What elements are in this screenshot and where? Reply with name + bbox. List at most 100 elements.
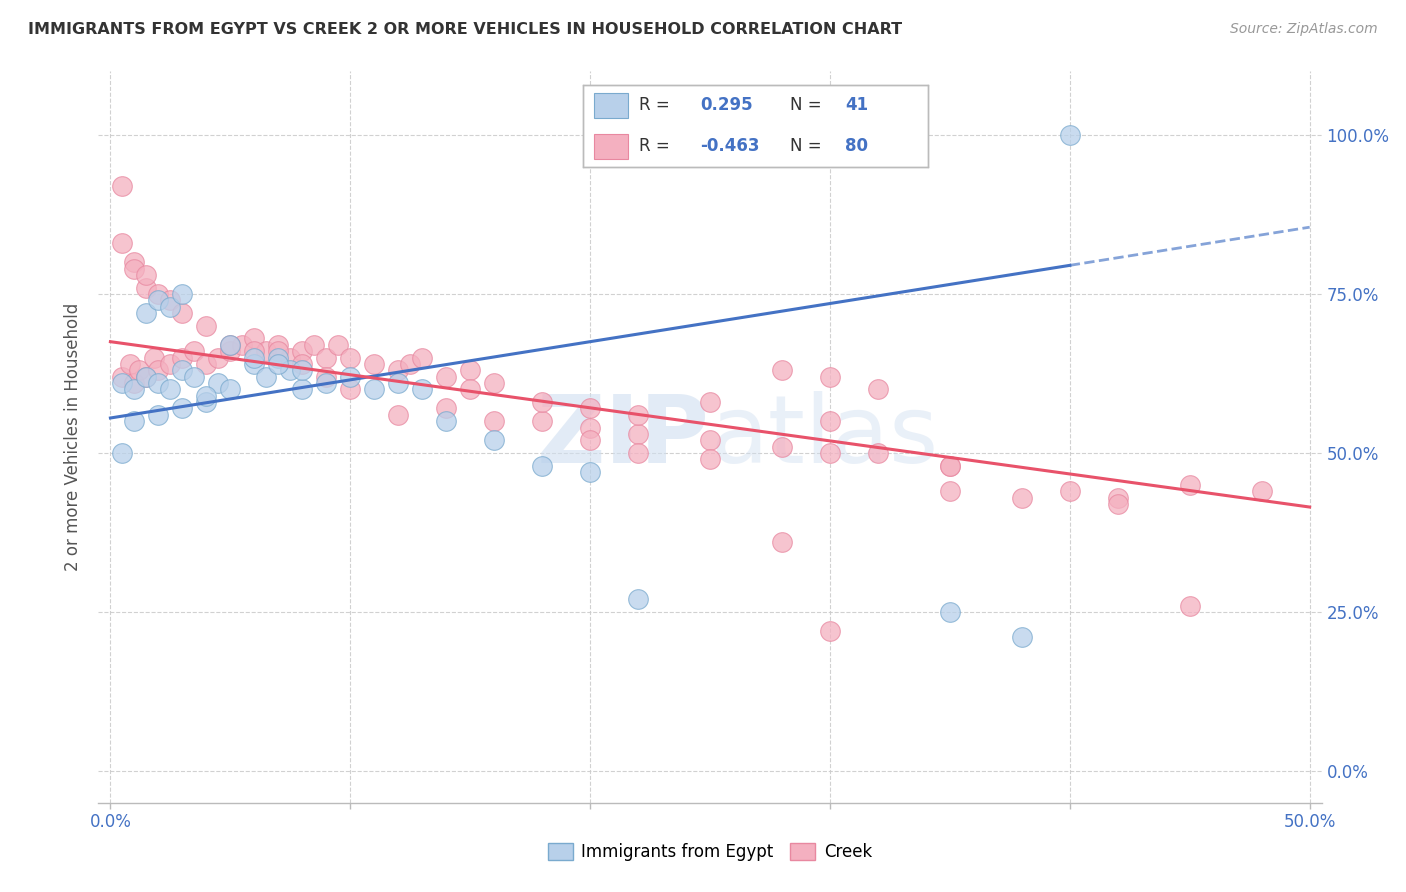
Point [111, 369, 134, 384]
Point [770, 440, 793, 454]
Point [159, 357, 181, 371]
Text: 80: 80 [845, 137, 869, 155]
Point [770, 535, 793, 549]
Text: atlas: atlas [710, 391, 938, 483]
Text: IMMIGRANTS FROM EGYPT VS CREEK 2 OR MORE VEHICLES IN HOUSEHOLD CORRELATION CHART: IMMIGRANTS FROM EGYPT VS CREEK 2 OR MORE… [28, 22, 903, 37]
Bar [593, 134, 628, 159]
Text: ZIP: ZIP [537, 391, 710, 483]
Point [627, 446, 650, 460]
Point [411, 383, 433, 397]
Point [267, 344, 290, 359]
Point [159, 300, 181, 314]
Point [1250, 484, 1272, 499]
Y-axis label: 2 or more Vehicles in Household: 2 or more Vehicles in Household [65, 303, 83, 571]
Point [124, 414, 146, 428]
Point [1059, 484, 1081, 499]
Point [111, 446, 134, 460]
Point [818, 414, 841, 428]
Point [315, 351, 337, 365]
Point [818, 369, 841, 384]
Point [135, 280, 157, 294]
Point [387, 408, 409, 422]
Point [1178, 477, 1201, 491]
Point [866, 446, 889, 460]
Point [135, 369, 157, 384]
Point [699, 452, 721, 467]
Point [531, 458, 554, 473]
Point [579, 420, 602, 434]
Point [939, 605, 962, 619]
Point [387, 363, 409, 377]
Point [148, 293, 170, 308]
Text: R =: R = [638, 96, 669, 114]
Point [482, 376, 505, 390]
Point [111, 376, 134, 390]
Point [411, 351, 433, 365]
Text: 41: 41 [845, 96, 869, 114]
Point [135, 268, 157, 282]
Point [159, 383, 181, 397]
Point [291, 344, 314, 359]
Point [172, 401, 194, 416]
Point [339, 369, 361, 384]
Point [183, 344, 205, 359]
Point [267, 351, 290, 365]
Point [627, 592, 650, 607]
Point [291, 363, 314, 377]
Point [207, 351, 229, 365]
Point [363, 357, 385, 371]
Text: -0.463: -0.463 [700, 137, 761, 155]
Point [111, 178, 134, 193]
Point [172, 363, 194, 377]
Point [172, 287, 194, 301]
Point [627, 426, 650, 441]
Point [267, 338, 290, 352]
Point [339, 351, 361, 365]
Point [172, 351, 194, 365]
Point [219, 338, 242, 352]
Point [148, 408, 170, 422]
Point [770, 363, 793, 377]
Point [699, 434, 721, 448]
Point [243, 357, 266, 371]
Point [434, 414, 457, 428]
Point [939, 458, 962, 473]
Point [579, 434, 602, 448]
Point [818, 446, 841, 460]
Point [315, 369, 337, 384]
Text: R =: R = [638, 137, 669, 155]
Text: 0.295: 0.295 [700, 96, 754, 114]
Point [124, 261, 146, 276]
Point [219, 344, 242, 359]
Point [328, 338, 350, 352]
Point [159, 293, 181, 308]
Point [434, 401, 457, 416]
Point [135, 306, 157, 320]
Point [278, 351, 301, 365]
Point [148, 376, 170, 390]
Point [135, 369, 157, 384]
Point [482, 414, 505, 428]
Point [458, 383, 481, 397]
Point [1011, 631, 1033, 645]
Point [339, 383, 361, 397]
Point [291, 357, 314, 371]
Point [1107, 491, 1129, 505]
Point [399, 357, 422, 371]
Point [1011, 491, 1033, 505]
Point [128, 363, 150, 377]
Point [254, 344, 277, 359]
Point [254, 369, 277, 384]
Point [124, 383, 146, 397]
Point [219, 383, 242, 397]
Legend: Immigrants from Egypt, Creek: Immigrants from Egypt, Creek [541, 836, 879, 868]
Point [124, 255, 146, 269]
Point [195, 389, 218, 403]
Point [579, 465, 602, 479]
Point [866, 383, 889, 397]
Point [531, 414, 554, 428]
Point [939, 458, 962, 473]
Point [304, 338, 326, 352]
Point [243, 331, 266, 345]
Point [111, 236, 134, 251]
